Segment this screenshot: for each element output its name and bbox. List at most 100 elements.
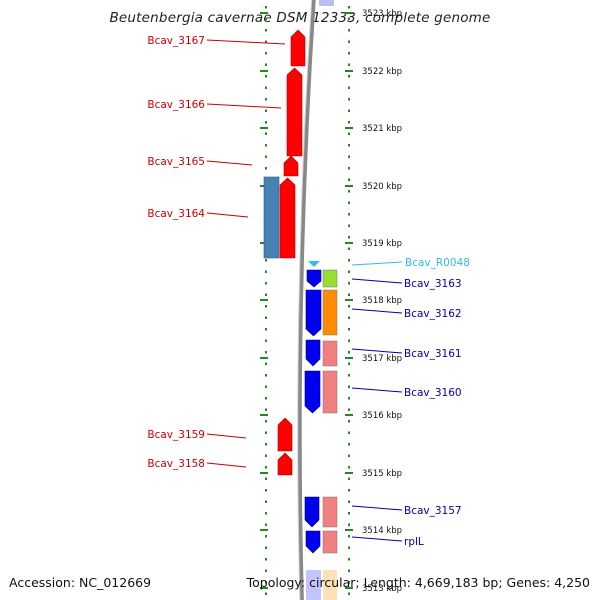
kbp-tick-label: 3514 kbp	[362, 526, 402, 536]
left-scale-dot	[265, 569, 267, 572]
feature-block[interactable]	[322, 370, 338, 414]
left-scale-dot	[265, 339, 267, 342]
kbp-tick-label: 3515 kbp	[362, 469, 402, 479]
gene-bcav-3165[interactable]	[283, 155, 299, 177]
left-scale-dot	[265, 328, 267, 331]
right-scale-dot	[348, 420, 350, 423]
gene-bcav-3167[interactable]	[290, 29, 306, 67]
steelblue-feature[interactable]	[263, 176, 280, 259]
right-scale-dot	[348, 86, 350, 89]
left-scale-dot	[265, 109, 267, 112]
gene-label-bcav-3157[interactable]: Bcav_3157	[404, 505, 462, 517]
right-scale-dot	[348, 6, 350, 9]
left-scale-dot	[265, 546, 267, 549]
feature-block[interactable]	[322, 269, 338, 288]
feature-block[interactable]	[322, 289, 338, 336]
gene-label-bcav-3164[interactable]: Bcav_3164	[147, 208, 205, 220]
left-scale-dot	[265, 362, 267, 365]
gene-bcav-3161[interactable]	[305, 339, 321, 367]
gene-label-bcav-3167[interactable]: Bcav_3167	[147, 35, 205, 47]
left-scale-dot	[265, 397, 267, 400]
gene-bcav-3163[interactable]	[306, 269, 322, 288]
leader-line	[206, 462, 247, 468]
left-scale-dot	[265, 316, 267, 319]
gene-label-bcav-3163[interactable]: Bcav_3163	[404, 278, 462, 290]
gene-bcav-3159[interactable]	[277, 417, 293, 452]
left-kbp-tick	[260, 357, 268, 359]
feature-block[interactable]	[322, 496, 338, 528]
left-scale-dot	[265, 17, 267, 20]
gene-label-bcav-3159[interactable]: Bcav_3159	[147, 429, 205, 441]
right-scale-dot	[348, 305, 350, 308]
leader-line	[351, 308, 403, 314]
kbp-tick-label: 3522 kbp	[362, 67, 402, 77]
gene-label-rpll[interactable]: rplL	[404, 536, 424, 548]
gene-label-bcav-3165[interactable]: Bcav_3165	[147, 156, 205, 168]
left-scale-dot	[265, 121, 267, 124]
right-scale-dot	[348, 466, 350, 469]
right-scale-dot	[348, 144, 350, 147]
right-scale-dot	[348, 477, 350, 480]
rna-bcav-r0048[interactable]	[308, 261, 320, 267]
right-scale-dot	[348, 201, 350, 204]
left-scale-dot	[265, 512, 267, 515]
right-scale-dot	[348, 236, 350, 239]
left-kbp-tick	[260, 70, 268, 72]
right-kbp-tick	[345, 185, 353, 187]
gene-bcav-3166[interactable]	[286, 67, 303, 157]
left-scale-dot	[265, 408, 267, 411]
leader-line	[351, 278, 403, 284]
gene-bcav-3164[interactable]	[279, 177, 296, 259]
gene-label-bcav-3166[interactable]: Bcav_3166	[147, 99, 205, 111]
right-scale-dot	[348, 535, 350, 538]
feature-block[interactable]	[322, 340, 338, 367]
gene-label-bcav-3160[interactable]: Bcav_3160	[404, 387, 462, 399]
right-scale-dot	[348, 282, 350, 285]
right-scale-dot	[348, 408, 350, 411]
gene-label-bcav-3161[interactable]: Bcav_3161	[404, 348, 462, 360]
right-scale-dot	[348, 63, 350, 66]
left-scale-dot	[265, 431, 267, 434]
right-scale-dot	[348, 362, 350, 365]
right-scale-dot	[348, 52, 350, 55]
right-kbp-tick	[345, 587, 353, 589]
gene-bcav-3157[interactable]	[304, 496, 320, 528]
genome-backbone	[297, 0, 316, 600]
gene-label-bcav-3158[interactable]: Bcav_3158	[147, 458, 205, 470]
right-scale-dot	[348, 523, 350, 526]
gene-bcav-3160[interactable]	[304, 370, 321, 414]
gene-bcav-3158[interactable]	[277, 452, 293, 476]
right-scale-dot	[348, 431, 350, 434]
kbp-tick-label: 3519 kbp	[362, 239, 402, 249]
gene-bcav-3162[interactable]	[305, 289, 322, 337]
right-kbp-tick	[345, 127, 353, 129]
right-scale-dot	[348, 29, 350, 32]
left-scale-dot	[265, 167, 267, 170]
rna-label-bcav-r0048[interactable]: Bcav_R0048	[405, 257, 470, 269]
right-scale-dot	[348, 351, 350, 354]
gene-rpll[interactable]	[305, 530, 321, 554]
right-kbp-tick	[345, 12, 353, 14]
right-scale-dot	[348, 500, 350, 503]
left-kbp-tick	[260, 414, 268, 416]
right-scale-dot	[348, 132, 350, 135]
right-kbp-tick	[345, 70, 353, 72]
left-scale-dot	[265, 454, 267, 457]
right-scale-dot	[348, 247, 350, 250]
leader-line	[351, 348, 403, 354]
faded-feature-bottom	[323, 570, 337, 600]
right-scale-dot	[348, 98, 350, 101]
right-kbp-tick	[345, 472, 353, 474]
right-scale-dot	[348, 121, 350, 124]
left-scale-dot	[265, 40, 267, 43]
left-scale-dot	[265, 6, 267, 9]
feature-block[interactable]	[322, 530, 338, 554]
gene-label-bcav-3162[interactable]: Bcav_3162	[404, 308, 462, 320]
leader-line	[351, 536, 403, 542]
right-scale-dot	[348, 397, 350, 400]
right-scale-dot	[348, 178, 350, 181]
right-scale-dot	[348, 259, 350, 262]
left-scale-dot	[265, 98, 267, 101]
leader-line	[351, 261, 403, 266]
